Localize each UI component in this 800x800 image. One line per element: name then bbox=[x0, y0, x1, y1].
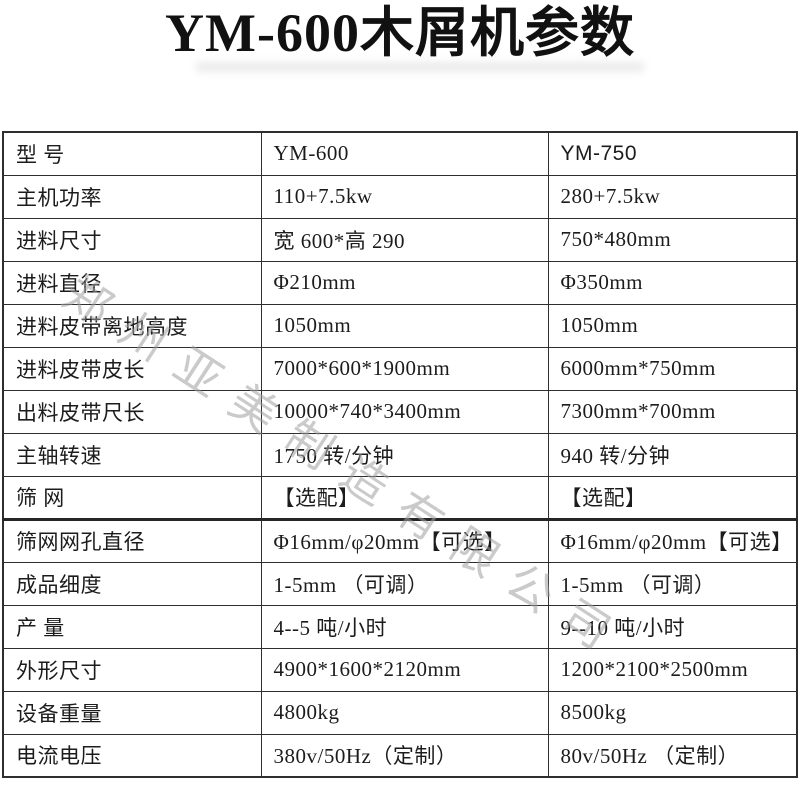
table-row: 进料皮带离地高度 1050mm 1050mm bbox=[2, 303, 798, 348]
table-cell-ym600: 380v/50Hz（定制） bbox=[260, 733, 549, 778]
table-cell-label: 产 量 bbox=[2, 604, 262, 649]
table-row: 主轴转速 1750 转/分钟 940 转/分钟 bbox=[2, 432, 798, 477]
table-cell-label: 进料皮带皮长 bbox=[2, 346, 262, 391]
table-cell-ym600: 7000*600*1900mm bbox=[260, 346, 549, 391]
table-cell-ym600: 4900*1600*2120mm bbox=[260, 647, 549, 692]
table-cell-ym600: 4800kg bbox=[260, 690, 549, 735]
table-cell-label: 筛 网 bbox=[2, 475, 262, 521]
table-cell-ym600: 110+7.5kw bbox=[260, 174, 549, 219]
table-cell-label: 主机功率 bbox=[2, 174, 262, 219]
table-cell-ym750: 80v/50Hz （定制） bbox=[547, 733, 798, 778]
page-title: YM-600木屑机参数 bbox=[165, 3, 635, 63]
table-cell-ym600: 1750 转/分钟 bbox=[260, 432, 549, 477]
table-cell-ym600: YM-600 bbox=[260, 131, 549, 176]
table-cell-ym600: Φ210mm bbox=[260, 260, 549, 305]
table-row: 筛 网【选配】 【选配】 bbox=[2, 475, 798, 521]
table-cell-label: 出料皮带尺长 bbox=[2, 389, 262, 434]
title-shadow-decoration bbox=[195, 62, 645, 72]
spec-table: 型 号 YM-600 YM-750 主机功率 110+7.5kw 280+7.5kw 进料尺… bbox=[2, 131, 798, 778]
table-cell-label: 进料直径 bbox=[2, 260, 262, 305]
table-cell-ym600: 4--5 吨/小时 bbox=[260, 604, 549, 649]
table-cell-ym600: 1050mm bbox=[260, 303, 549, 348]
table-cell-ym750: YM-750 bbox=[547, 131, 798, 176]
table-row: 设备重量 4800kg 8500kg bbox=[2, 690, 798, 735]
table-row: 进料尺寸宽 600*高 290 750*480mm bbox=[2, 217, 798, 262]
table-row: 外形尺寸 4900*1600*2120mm 1200*2100*2500mm bbox=[2, 647, 798, 692]
table-row: 进料皮带皮长 7000*600*1900mm 6000mm*750mm bbox=[2, 346, 798, 391]
table-cell-ym750: 【选配】 bbox=[547, 475, 798, 521]
table-cell-ym750: Φ350mm bbox=[547, 260, 798, 305]
table-cell-ym750: Φ16mm/φ20mm【可选】 bbox=[547, 518, 798, 563]
table-cell-label: 成品细度 bbox=[2, 561, 262, 606]
table-cell-ym750: 750*480mm bbox=[547, 217, 798, 262]
table-row: 产 量 4--5 吨/小时 9--10 吨/小时 bbox=[2, 604, 798, 649]
spec-table-body: 型 号 YM-600 YM-750 主机功率 110+7.5kw 280+7.5kw 进料尺… bbox=[2, 131, 798, 778]
table-cell-label: 设备重量 bbox=[2, 690, 262, 735]
table-row: 进料直径 Φ210mm Φ350mm bbox=[2, 260, 798, 305]
table-cell-label: 筛网网孔直径 bbox=[2, 518, 262, 563]
table-row: 主机功率 110+7.5kw 280+7.5kw bbox=[2, 174, 798, 219]
table-cell-label: 进料皮带离地高度 bbox=[2, 303, 262, 348]
table-cell-ym750: 6000mm*750mm bbox=[547, 346, 798, 391]
table-cell-label: 型 号 bbox=[2, 131, 262, 176]
table-cell-ym600: 10000*740*3400mm bbox=[260, 389, 549, 434]
table-cell-ym750: 8500kg bbox=[547, 690, 798, 735]
table-cell-ym750: 940 转/分钟 bbox=[547, 432, 798, 477]
table-cell-label: 进料尺寸 bbox=[2, 217, 262, 262]
table-row: 筛网网孔直径 Φ16mm/φ20mm【可选】 Φ16mm/φ20mm【可选】 bbox=[2, 518, 798, 563]
table-cell-ym750: 7300mm*700mm bbox=[547, 389, 798, 434]
table-cell-label: 电流电压 bbox=[2, 733, 262, 778]
table-row: 成品细度 1-5mm （可调） 1-5mm （可调） bbox=[2, 561, 798, 606]
table-row: 出料皮带尺长 10000*740*3400mm 7300mm*700mm bbox=[2, 389, 798, 434]
table-cell-ym600: 宽 600*高 290 bbox=[260, 217, 549, 262]
table-cell-ym750: 1200*2100*2500mm bbox=[547, 647, 798, 692]
table-cell-label: 外形尺寸 bbox=[2, 647, 262, 692]
table-cell-ym600: 【选配】 bbox=[260, 475, 549, 521]
table-cell-ym750: 9--10 吨/小时 bbox=[547, 604, 798, 649]
table-cell-ym750: 1050mm bbox=[547, 303, 798, 348]
table-cell-label: 主轴转速 bbox=[2, 432, 262, 477]
table-cell-ym600: Φ16mm/φ20mm【可选】 bbox=[260, 518, 549, 563]
table-row: 型 号 YM-600 YM-750 bbox=[2, 131, 798, 176]
table-row: 电流电压 380v/50Hz（定制） 80v/50Hz （定制） bbox=[2, 733, 798, 778]
table-cell-ym600: 1-5mm （可调） bbox=[260, 561, 549, 606]
table-cell-ym750: 280+7.5kw bbox=[547, 174, 798, 219]
table-cell-ym750: 1-5mm （可调） bbox=[547, 561, 798, 606]
